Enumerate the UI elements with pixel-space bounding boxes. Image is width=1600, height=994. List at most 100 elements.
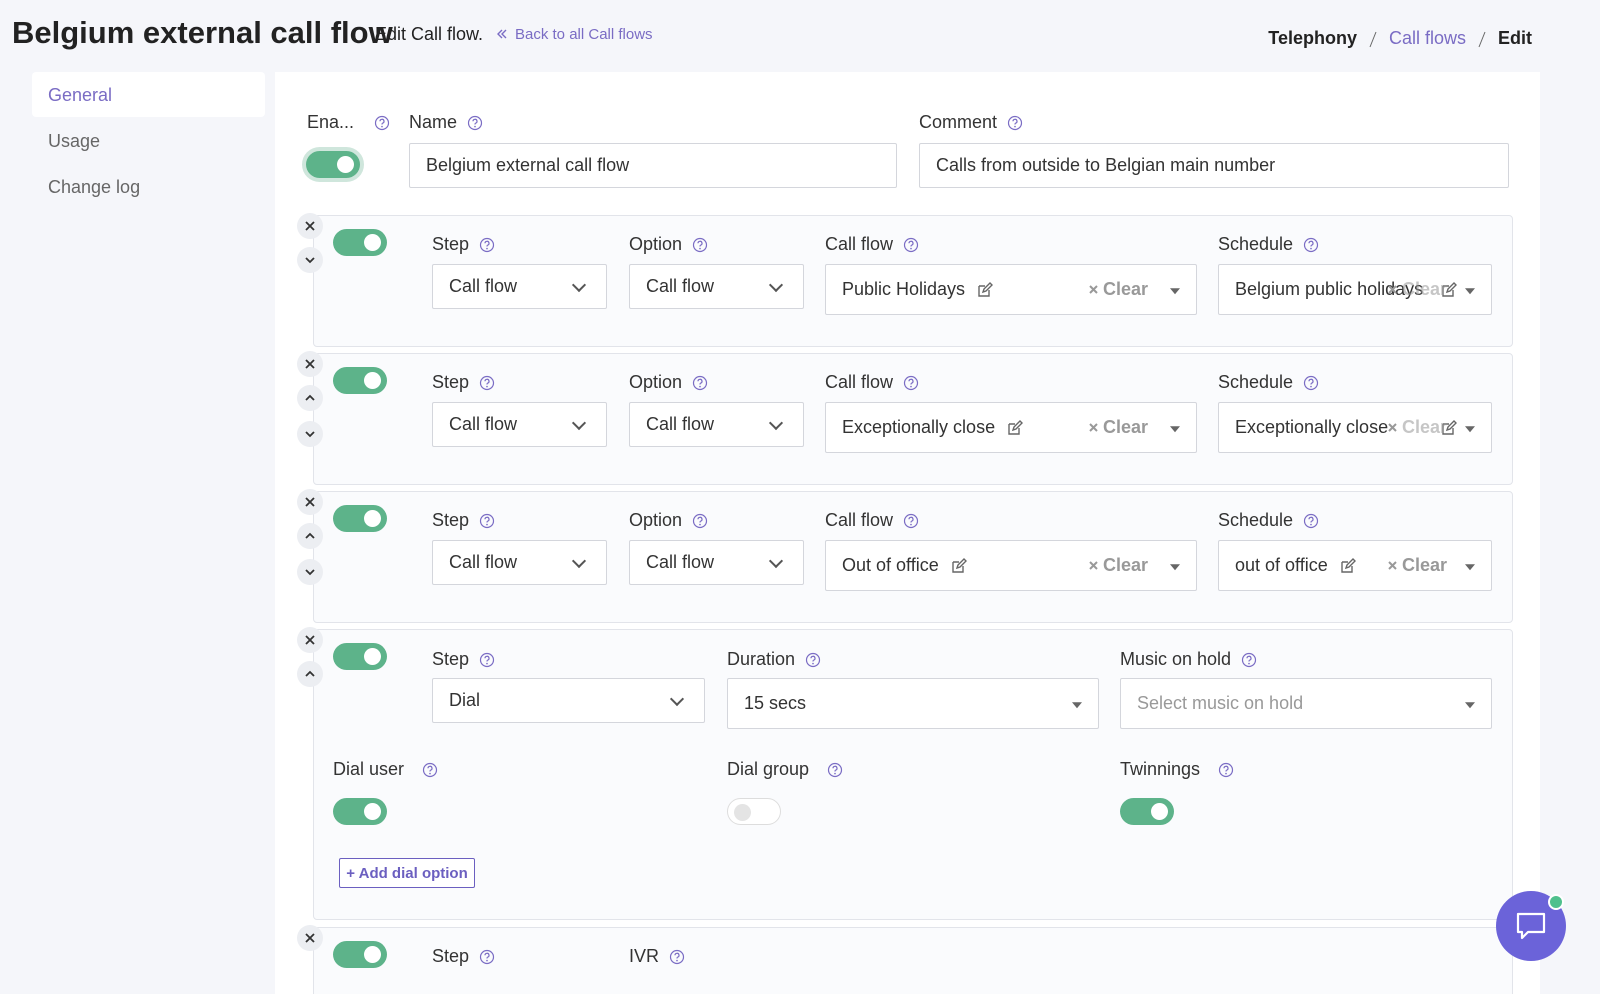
label-text: Option bbox=[629, 510, 683, 530]
label-text: Step bbox=[432, 234, 470, 254]
remove-button[interactable] bbox=[297, 925, 323, 951]
label-text: Ena... bbox=[307, 112, 355, 132]
twinnings-toggle[interactable] bbox=[1120, 798, 1174, 825]
control-icon bbox=[305, 497, 315, 507]
clear-button[interactable]: Clear bbox=[1387, 541, 1447, 590]
field-label: Name bbox=[409, 112, 483, 133]
input[interactable]: out of office Clear bbox=[1218, 540, 1492, 591]
enabled-toggle[interactable] bbox=[306, 151, 360, 178]
add-dial-option[interactable]: + Add dial option bbox=[339, 858, 475, 888]
help-icon bbox=[903, 237, 919, 252]
value-text: Call flow bbox=[646, 414, 715, 434]
move-button[interactable] bbox=[297, 559, 323, 585]
select[interactable]: Call flow bbox=[629, 540, 804, 585]
input[interactable]: Exceptionally close Clear bbox=[825, 402, 1197, 453]
sidebar-active bbox=[32, 72, 265, 117]
input[interactable]: Select music on hold bbox=[1120, 678, 1492, 729]
select[interactable]: Call flow bbox=[432, 402, 607, 447]
caret bbox=[1465, 425, 1475, 432]
page-title: Belgium external call flow bbox=[12, 15, 393, 50]
remove-button[interactable] bbox=[297, 213, 323, 239]
sidebar-item[interactable]: General bbox=[48, 85, 113, 105]
breadcrumb: Telephony Call flows Edit bbox=[1268, 28, 1532, 49]
sidebar-item[interactable]: Usage bbox=[48, 131, 101, 151]
back-link[interactable]: Back to all Call flows bbox=[515, 26, 653, 43]
step-toggle[interactable] bbox=[333, 367, 387, 394]
field-label: Step bbox=[432, 510, 495, 531]
input[interactable]: Exceptionally close Clear bbox=[1218, 402, 1492, 453]
breadcrumb-item[interactable]: Call flows bbox=[1388, 28, 1466, 48]
help-icon bbox=[1007, 115, 1023, 130]
clear-icon bbox=[1388, 285, 1397, 294]
select[interactable]: Call flow bbox=[629, 402, 804, 447]
help-icon bbox=[692, 237, 708, 252]
remove-button[interactable] bbox=[297, 351, 323, 377]
clear-button[interactable]: Clear bbox=[1088, 541, 1148, 590]
move-button[interactable] bbox=[297, 523, 323, 549]
remove-button[interactable] bbox=[297, 627, 323, 653]
clear-button[interactable]: Clear bbox=[1088, 403, 1148, 452]
label-text: Schedule bbox=[1218, 372, 1294, 392]
field-label: Step bbox=[432, 946, 495, 967]
select[interactable]: Call flow bbox=[432, 540, 607, 585]
select[interactable]: Call flow bbox=[432, 264, 607, 309]
select[interactable]: Call flow bbox=[629, 264, 804, 309]
input[interactable]: 15 secs bbox=[727, 678, 1099, 729]
sidebar-item[interactable]: Change log bbox=[48, 177, 141, 197]
field-label: Call flow bbox=[825, 372, 919, 393]
control-icon bbox=[305, 635, 315, 645]
label-text: Option bbox=[629, 372, 683, 392]
control-icon bbox=[305, 569, 315, 576]
field-label: Comment bbox=[919, 112, 1023, 133]
help-icon bbox=[669, 949, 685, 964]
help-icon bbox=[467, 115, 483, 130]
breadcrumb-item[interactable]: Telephony bbox=[1268, 28, 1357, 48]
chevron bbox=[571, 415, 587, 430]
step-card bbox=[313, 927, 1513, 994]
help-icon bbox=[1303, 237, 1319, 252]
input[interactable]: Public Holidays Clear bbox=[825, 264, 1197, 315]
input[interactable]: Calls from outside to Belgian main numbe… bbox=[919, 143, 1509, 188]
step-toggle[interactable] bbox=[333, 229, 387, 256]
move-button[interactable] bbox=[297, 661, 323, 687]
step-toggle[interactable] bbox=[333, 505, 387, 532]
move-button[interactable] bbox=[297, 247, 323, 273]
label-text: Call flow bbox=[825, 372, 894, 392]
caret bbox=[1072, 701, 1082, 708]
chat-button[interactable] bbox=[1496, 891, 1566, 961]
dial_group-toggle[interactable] bbox=[727, 798, 781, 825]
label-text: Dial group bbox=[727, 759, 810, 779]
move-button[interactable] bbox=[297, 421, 323, 447]
clear-text: Clear bbox=[1102, 555, 1148, 575]
separator bbox=[1369, 31, 1377, 47]
value-text: Call flow bbox=[646, 276, 715, 296]
label-text: Comment bbox=[919, 112, 998, 132]
control-icon bbox=[305, 670, 315, 677]
label-text: IVR bbox=[629, 946, 660, 966]
label-text: Dial user bbox=[333, 759, 405, 779]
step-toggle[interactable] bbox=[333, 941, 387, 968]
field-label: Step bbox=[432, 234, 495, 255]
caret bbox=[1465, 563, 1475, 570]
select[interactable]: Dial bbox=[432, 678, 705, 723]
toggle-knob bbox=[1151, 803, 1168, 820]
clear-button[interactable]: Clear bbox=[1088, 265, 1148, 314]
field-label: Call flow bbox=[825, 510, 919, 531]
clear-button[interactable]: Clear bbox=[1387, 265, 1447, 314]
chevron bbox=[669, 691, 685, 706]
control-icon bbox=[305, 532, 315, 539]
chevron bbox=[768, 415, 784, 430]
input[interactable]: Out of office Clear bbox=[825, 540, 1197, 591]
field-label: Step bbox=[432, 372, 495, 393]
clear-button[interactable]: Clear bbox=[1387, 403, 1447, 452]
move-button[interactable] bbox=[297, 385, 323, 411]
remove-button[interactable] bbox=[297, 489, 323, 515]
value-text: Call flow bbox=[449, 414, 518, 434]
step-toggle[interactable] bbox=[333, 643, 387, 670]
input[interactable]: Belgium external call flow bbox=[409, 143, 897, 188]
dial_user-toggle[interactable] bbox=[333, 798, 387, 825]
toggle-knob bbox=[734, 804, 751, 821]
input[interactable]: Belgium public holidays Clear bbox=[1218, 264, 1492, 315]
toggle-knob bbox=[364, 510, 381, 527]
label-text: Twinnings bbox=[1120, 759, 1201, 779]
